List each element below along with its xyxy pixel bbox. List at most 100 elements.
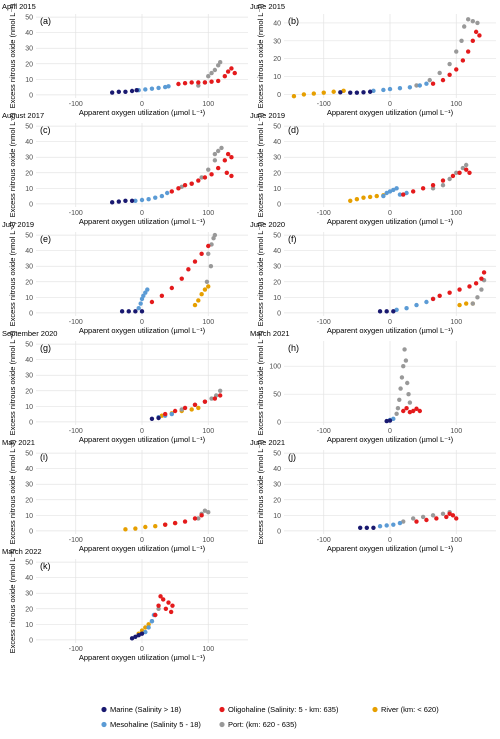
x-tick-label: -100 (317, 319, 331, 326)
point-river (146, 622, 151, 627)
point-oligo (454, 67, 459, 72)
point-marine (129, 636, 135, 641)
point-oligo (410, 408, 416, 414)
x-tick-label: 100 (202, 646, 214, 653)
point-marine (387, 418, 393, 423)
point-marine (338, 90, 343, 95)
point-oligo (450, 173, 456, 179)
point-river (196, 405, 201, 411)
point-port (470, 18, 476, 24)
point-oligo (163, 606, 169, 611)
point-oligo (215, 165, 221, 171)
point-port (462, 24, 467, 29)
y-tick-label: 10 (273, 74, 281, 81)
point-oligo (202, 399, 208, 404)
point-oligo (192, 259, 198, 264)
point-meso (424, 81, 429, 86)
point-port (430, 513, 436, 518)
point-marine (126, 309, 131, 314)
panel-letter: (j) (288, 452, 296, 462)
x-tick-label: 100 (450, 319, 462, 326)
y-tick-label: 10 (25, 513, 33, 520)
point-river (301, 92, 307, 97)
point-marine (109, 200, 115, 205)
point-oligo (401, 408, 406, 414)
y-tick-label: 0 (29, 310, 33, 317)
point-port (463, 162, 469, 168)
y-tick-label: 20 (25, 170, 33, 177)
y-tick-label: 50 (25, 451, 33, 458)
y-tick-label: 10 (273, 295, 281, 302)
x-tick-label: 0 (388, 101, 392, 108)
point-oligo (162, 522, 168, 527)
point-meso (371, 88, 376, 94)
point-marine (109, 90, 115, 95)
point-port (206, 251, 211, 256)
point-marine (377, 309, 383, 314)
y-tick-label: 0 (29, 419, 33, 426)
point-port (401, 364, 406, 369)
y-tick-label: 40 (25, 139, 33, 146)
panel-11: March 2022 -100 0 100 0 10 20 30 40 50 (k) Apparent… (2, 547, 248, 662)
point-oligo (222, 74, 228, 79)
point-meso (404, 190, 409, 196)
y-axis-label: Excess nitrous oxide (nmol L⁻¹) (8, 221, 17, 326)
point-port (465, 17, 471, 22)
x-axis-label: Apparent oxygen utilization (µmol L⁻¹) (327, 435, 454, 444)
point-river (348, 198, 353, 203)
point-oligo (481, 270, 487, 275)
point-oligo (176, 81, 181, 87)
point-river (143, 524, 148, 530)
point-meso (149, 86, 155, 91)
legend-marker-river (372, 706, 378, 713)
x-tick-label: -100 (69, 101, 83, 108)
point-meso (414, 302, 419, 308)
y-tick-label: 40 (25, 466, 33, 473)
x-tick-label: 100 (202, 101, 214, 108)
point-river (341, 88, 346, 94)
x-tick-label: 100 (202, 537, 214, 544)
point-river (374, 193, 379, 199)
x-tick-label: 0 (140, 210, 144, 217)
panel-letter: (f) (288, 234, 297, 244)
x-tick-label: 100 (450, 210, 462, 217)
point-marine (371, 525, 376, 530)
point-oligo (179, 276, 184, 281)
y-tick-label: 0 (277, 310, 281, 317)
y-axis-label: Excess nitrous oxide (nmol L⁻¹) (8, 3, 17, 108)
y-tick-label: 40 (273, 248, 281, 255)
panel-title: July 2019 (2, 220, 34, 229)
point-oligo (182, 519, 188, 524)
x-axis-label: Apparent oxygen utilization (µmol L⁻¹) (327, 108, 454, 117)
panel-letter: (d) (288, 125, 299, 135)
y-tick-label: 20 (273, 497, 281, 504)
point-oligo (189, 80, 194, 85)
y-tick-label: 0 (277, 420, 281, 427)
y-tick-label: 10 (25, 77, 33, 84)
point-oligo (430, 183, 436, 188)
point-port (209, 396, 214, 401)
point-oligo (465, 49, 471, 54)
point-marine (384, 309, 389, 314)
point-river (331, 89, 336, 94)
point-river (311, 91, 317, 96)
y-tick-label: 30 (273, 38, 281, 45)
point-meso (159, 193, 165, 199)
y-tick-label: 0 (29, 201, 33, 208)
point-oligo (169, 189, 175, 194)
point-meso (138, 301, 143, 306)
panel-4: June 2019 -100 0 100 0 10 20 30 40 50 (d) Apparent … (250, 111, 496, 226)
y-tick-label: 40 (273, 466, 281, 473)
y-tick-label: 30 (25, 46, 33, 53)
point-meso (424, 299, 429, 305)
point-river (367, 194, 373, 200)
y-tick-label: 50 (25, 560, 33, 567)
point-meso (146, 625, 151, 630)
panel-title: March 2022 (2, 547, 42, 556)
x-tick-label: 100 (450, 428, 462, 435)
x-tick-label: -100 (317, 210, 331, 217)
point-oligo (199, 251, 204, 256)
point-marine (391, 309, 396, 314)
point-oligo (158, 594, 163, 599)
